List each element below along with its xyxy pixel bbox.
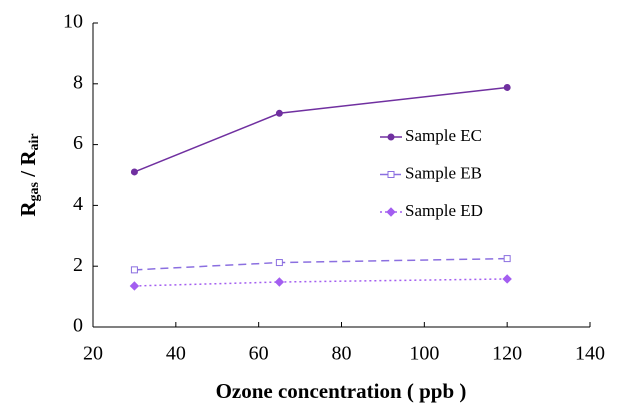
marker (274, 277, 285, 287)
y-tick-label: 6 (73, 132, 83, 154)
marker (503, 255, 511, 263)
x-tick-label: 40 (166, 343, 186, 365)
y-tick-label: 10 (63, 11, 83, 33)
x-tick-label: 100 (409, 343, 439, 365)
y-tick-label: 4 (73, 193, 83, 215)
marker (130, 266, 138, 274)
marker (502, 274, 512, 284)
y-title-sub: air (27, 133, 42, 150)
x-tick-label: 80 (332, 343, 352, 365)
x-tick-label: 140 (575, 343, 605, 365)
marker (503, 83, 511, 91)
marker (275, 109, 283, 117)
legend-label: Sample ED (405, 201, 483, 220)
legend-label: Sample EB (405, 163, 482, 182)
legend-marker (387, 171, 395, 178)
y-title-part: / R (16, 150, 40, 182)
marker (130, 168, 138, 176)
x-tick-label: 120 (492, 343, 522, 365)
legend-marker (386, 207, 396, 217)
x-axis-title: Ozone concentration ( ppb ) (216, 379, 467, 403)
series-line (134, 257, 508, 271)
y-title-sub: gas (27, 181, 42, 201)
series-line (134, 278, 508, 287)
marker (275, 259, 283, 267)
y-tick-label: 8 (73, 71, 83, 93)
y-title-part: R (16, 201, 40, 217)
x-tick-label: 20 (83, 343, 103, 365)
y-axis-title: Rgas / Rair (16, 133, 42, 216)
y-tick-label: 2 (73, 254, 83, 276)
x-tick-label: 60 (249, 343, 269, 365)
y-tick-label: 0 (73, 315, 83, 337)
legend-label: Sample EC (405, 126, 482, 145)
marker (129, 281, 140, 291)
legend-marker (387, 133, 395, 141)
